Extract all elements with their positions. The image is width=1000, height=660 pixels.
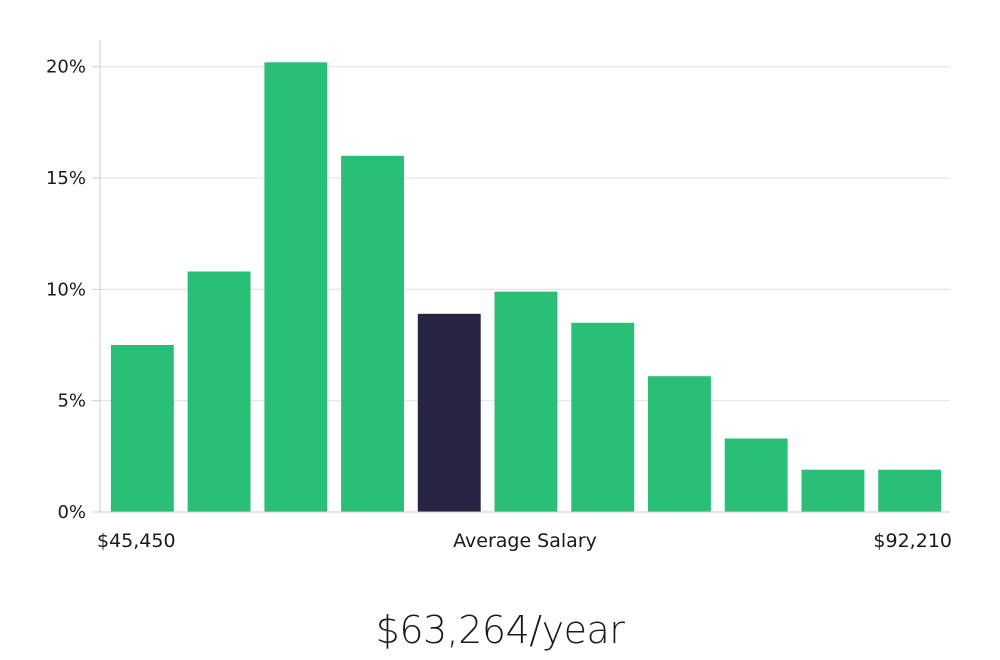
x-axis-title: Average Salary [453,530,597,552]
bar [494,291,558,512]
y-tick-label: 20% [46,57,86,78]
bar [264,62,328,513]
y-tick-label: 15% [46,168,86,189]
bar [341,155,404,513]
y-tick-labels: 0% 5% 10% 15% 20% [46,57,100,523]
y-tick-label: 5% [57,391,86,412]
x-min-label: $45,450 [97,530,176,552]
salary-histogram: 0% 5% 10% 15% 20% $45,450 Average Salary $92… [46,40,952,552]
bar [801,469,865,512]
bar [571,322,635,512]
bar [724,438,788,512]
bar-highlighted [417,313,481,512]
bar [187,271,251,512]
y-tick-label: 10% [46,279,86,300]
x-max-label: $92,210 [873,530,952,552]
average-salary-value: $63,264/year [375,608,625,652]
bar [648,376,711,512]
bar [878,469,942,512]
y-tick-label: 0% [57,502,86,523]
bars [110,62,942,513]
bar [110,345,174,512]
